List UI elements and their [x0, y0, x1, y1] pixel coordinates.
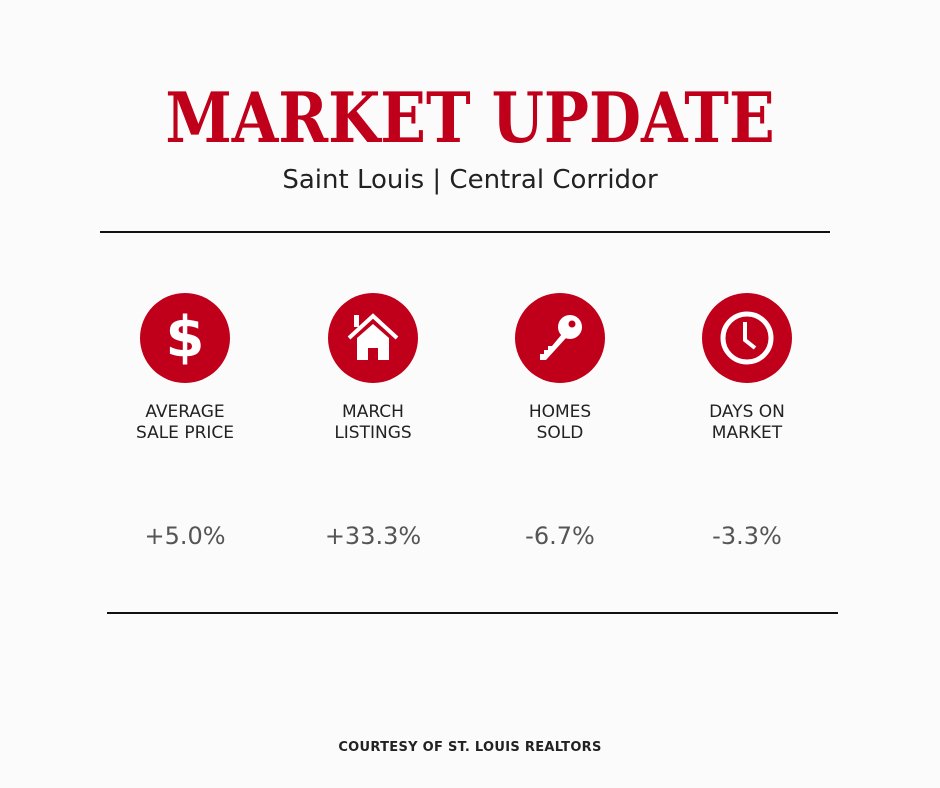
bottom-divider	[107, 612, 838, 614]
page-title: MARKET UPDATE	[165, 78, 775, 160]
stat-value-homes-sold: -6.7%	[525, 522, 595, 550]
label-line: DAYS ON	[709, 402, 785, 422]
label-line: LISTINGS	[334, 423, 412, 443]
clock-icon	[702, 293, 792, 383]
dollar-icon: $	[140, 293, 230, 383]
stat-value-average-sale-price: +5.0%	[144, 522, 226, 550]
top-divider	[100, 231, 830, 233]
stat-label-homes-sold: HOMES SOLD	[470, 402, 650, 444]
stat-label-days-on-market: DAYS ON MARKET	[657, 402, 837, 444]
key-icon	[515, 293, 605, 383]
label-line: MARKET	[711, 423, 783, 443]
label-line: HOMES	[528, 402, 592, 422]
label-line: MARCH	[342, 402, 404, 422]
footer-credit: COURTESY OF ST. LOUIS REALTORS	[338, 740, 602, 755]
label-line: SOLD	[536, 423, 584, 443]
house-icon	[328, 293, 418, 383]
subtitle: Saint Louis | Central Corridor	[282, 165, 658, 195]
stat-label-average-sale-price: AVERAGE SALE PRICE	[95, 402, 275, 444]
stat-value-days-on-market: -3.3%	[712, 522, 782, 550]
stat-value-march-listings: +33.3%	[324, 522, 422, 550]
label-line: SALE PRICE	[135, 423, 235, 443]
stat-label-march-listings: MARCH LISTINGS	[283, 402, 463, 444]
label-line: AVERAGE	[145, 402, 225, 422]
